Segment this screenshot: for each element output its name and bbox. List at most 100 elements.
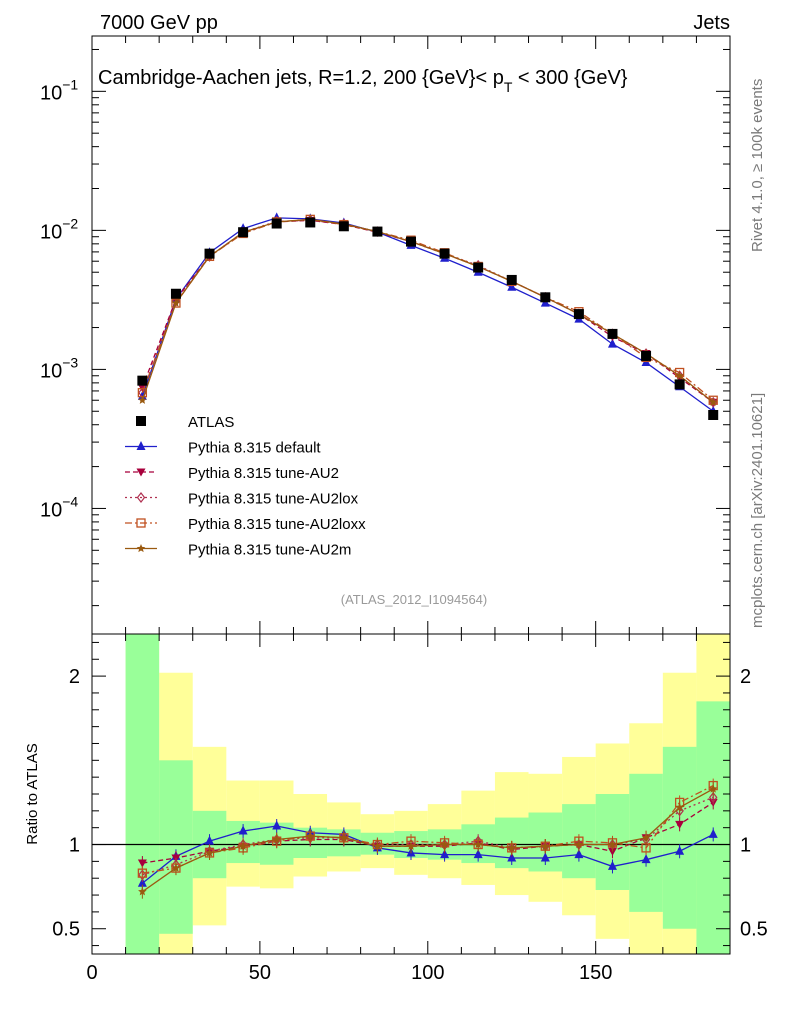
legend-label-atlas: ATLAS — [188, 414, 234, 431]
ratio-point-pythia-8-315-tune-au2lox-17 — [708, 791, 718, 803]
ratio-point-pythia-8-315-default-14 — [607, 860, 617, 870]
ratio-point-pythia-8-315-tune-au2m-0 — [138, 887, 147, 896]
main-point-atlas-0 — [137, 375, 148, 386]
ratio-panel: 2 2 1 1 0.5 0.5 0 50 100 150 Ratio to ATLAS — [24, 633, 768, 984]
x-tick-label-50: 50 — [249, 962, 271, 984]
main-panel: 10−110−210−310−4 Cambridge-Aachen jets, … — [40, 35, 731, 635]
legend: ATLAS Pythia 8.315 default Pythia 8.315 tu… — [125, 414, 366, 559]
main-y-tick-label-2: 10−3 — [40, 354, 78, 382]
main-point-atlas-7 — [372, 226, 383, 237]
ratio-y-tick-label-left-2: 0.5 — [52, 919, 80, 941]
main-point-atlas-15 — [641, 350, 652, 361]
ratio-point-pythia-8-315-tune-au2m-17 — [708, 784, 718, 793]
main-point-atlas-12 — [540, 292, 551, 303]
ratio-line-pythia-8-315-default — [141, 825, 714, 884]
legend-label-pythia-8-315-tune-au2lox: Pythia 8.315 tune-AU2lox — [188, 491, 359, 508]
ratio-point-pythia-8-315-default-3 — [238, 825, 248, 835]
ratio-point-pythia-8-315-default-10 — [473, 849, 483, 859]
main-point-pythia-8-315-tune-au2m-1 — [171, 298, 181, 307]
main-series-atlas — [137, 217, 719, 420]
ratio-ticks — [91, 634, 731, 954]
ratio-point-pythia-8-315-default-2 — [205, 835, 215, 845]
ratio-point-pythia-8-315-tune-au2-14 — [607, 847, 617, 856]
legend-label-pythia-8-315-tune-au2loxx: Pythia 8.315 tune-AU2loxx — [188, 516, 366, 533]
x-tick-label-0: 0 — [86, 962, 97, 984]
main-title-subscript: T — [504, 79, 513, 95]
ratio-point-pythia-8-315-tune-au2m-8 — [406, 841, 416, 850]
main-title: Cambridge-Aachen jets, R=1.2, 200 {GeV}<… — [98, 67, 628, 95]
ratio-point-pythia-8-315-default-0 — [137, 877, 147, 887]
ratio-point-pythia-8-315-tune-au2m-6 — [339, 833, 349, 842]
legend-marker-pythia-8-315-tune-au2m — [136, 544, 146, 553]
legend-item-atlas: ATLAS — [136, 414, 234, 431]
main-y-tick-label-0: 10−1 — [40, 76, 78, 104]
main-y-tick-label-base-0: 10 — [40, 82, 62, 104]
ratio-line-pythia-8-315-tune-au2m — [141, 788, 714, 893]
main-point-atlas-4 — [271, 218, 282, 229]
main-title-main: Cambridge-Aachen jets, R=1.2, 200 {GeV}<… — [98, 67, 504, 89]
main-line-pythia-8-315-tune-au2loxx — [141, 218, 714, 401]
rivet-version-label: Rivet 4.1.0, ≥ 100k events — [749, 79, 766, 252]
ratio-point-pythia-8-315-tune-au2m-5 — [305, 831, 315, 840]
ratio-point-pythia-8-315-tune-au2m-16 — [675, 802, 684, 812]
ratio-point-pythia-8-315-tune-au2loxx-0 — [137, 868, 148, 878]
main-y-tick-label-exp-2: −3 — [62, 354, 78, 370]
ratio-point-pythia-8-315-default-16 — [675, 845, 685, 855]
ratio-point-pythia-8-315-default-17 — [708, 828, 718, 838]
main-point-atlas-5 — [305, 217, 316, 228]
legend-item-pythia-8-315-tune-au2loxx: Pythia 8.315 tune-AU2loxx — [125, 516, 366, 533]
ratio-point-pythia-8-315-default-15 — [641, 854, 651, 864]
main-point-atlas-8 — [406, 236, 416, 247]
legend-item-pythia-8-315-default: Pythia 8.315 default — [125, 440, 321, 457]
ratio-y-tick-label-right-1: 1 — [740, 835, 751, 857]
main-line-pythia-8-315-tune-au2m — [141, 218, 714, 403]
ratio-y-axis-label: Ratio to ATLAS — [24, 743, 41, 844]
ratio-point-pythia-8-315-default-9 — [440, 849, 450, 859]
ratio-point-pythia-8-315-tune-au2-16 — [675, 820, 685, 829]
ratio-band-inner-0 — [125, 634, 160, 954]
mcplots-label: mcplots.cern.ch [arXiv:2401.10621] — [749, 393, 766, 628]
legend-marker-pythia-8-315-tune-au2loxx — [136, 518, 146, 528]
main-point-atlas-17 — [708, 409, 719, 420]
main-point-atlas-9 — [439, 248, 450, 259]
ratio-point-pythia-8-315-default-13 — [574, 849, 584, 859]
main-point-atlas-10 — [473, 262, 484, 273]
x-tick-label-150: 150 — [579, 962, 612, 984]
main-y-tick-label-exp-3: −4 — [62, 493, 78, 509]
ratio-y-tick-labels: 2 2 1 1 0.5 0.5 — [52, 666, 768, 941]
legend-item-pythia-8-315-tune-au2lox: Pythia 8.315 tune-AU2lox — [125, 491, 359, 508]
legend-marker-pythia-8-315-tune-au2 — [136, 468, 146, 477]
ratio-point-pythia-8-315-default-11 — [507, 852, 517, 862]
x-tick-labels: 0 50 100 150 — [86, 962, 612, 984]
ratio-series-pythia-8-315-tune-au2m — [138, 781, 718, 899]
main-point-atlas-11 — [506, 274, 517, 285]
ratio-point-pythia-8-315-tune-au2m-13 — [574, 840, 584, 849]
ratio-point-pythia-8-315-tune-au2-0 — [137, 859, 147, 868]
header-left-label: 7000 GeV pp — [100, 12, 218, 34]
ratio-point-pythia-8-315-tune-au2m-12 — [541, 841, 550, 850]
main-point-atlas-1 — [170, 288, 181, 299]
main-y-tick-label-base-1: 10 — [40, 221, 62, 243]
ratio-point-pythia-8-315-tune-au2m-1 — [171, 863, 181, 872]
ratio-y-tick-label-right-2: 0.5 — [740, 919, 768, 941]
analysis-watermark: (ATLAS_2012_I1094564) — [341, 592, 487, 607]
main-y-tick-label-exp-0: −1 — [62, 76, 78, 92]
main-series-pythia-8-315-tune-au2loxx — [137, 214, 718, 405]
ratio-point-pythia-8-315-tune-au2m-11 — [507, 843, 517, 852]
header-right-label: Jets — [693, 12, 730, 34]
legend-label-pythia-8-315-default: Pythia 8.315 default — [188, 440, 321, 457]
ratio-point-pythia-8-315-tune-au2m-4 — [272, 834, 281, 844]
legend-marker-pythia-8-315-default — [136, 441, 146, 450]
legend-label-pythia-8-315-tune-au2m: Pythia 8.315 tune-AU2m — [188, 542, 351, 559]
ratio-point-pythia-8-315-tune-au2m-14 — [608, 840, 617, 849]
ratio-point-pythia-8-315-tune-au2m-2 — [205, 848, 214, 857]
main-point-atlas-3 — [238, 227, 249, 238]
ratio-plot-area — [92, 634, 730, 954]
ratio-point-pythia-8-315-tune-au2m-7 — [373, 841, 382, 850]
main-title-tail: < 300 {GeV} — [512, 67, 627, 89]
main-point-atlas-13 — [573, 309, 584, 320]
x-tick-label-100: 100 — [411, 962, 444, 984]
ratio-y-tick-label-right-0: 2 — [740, 666, 751, 688]
legend-item-pythia-8-315-tune-au2m: Pythia 8.315 tune-AU2m — [125, 542, 351, 559]
